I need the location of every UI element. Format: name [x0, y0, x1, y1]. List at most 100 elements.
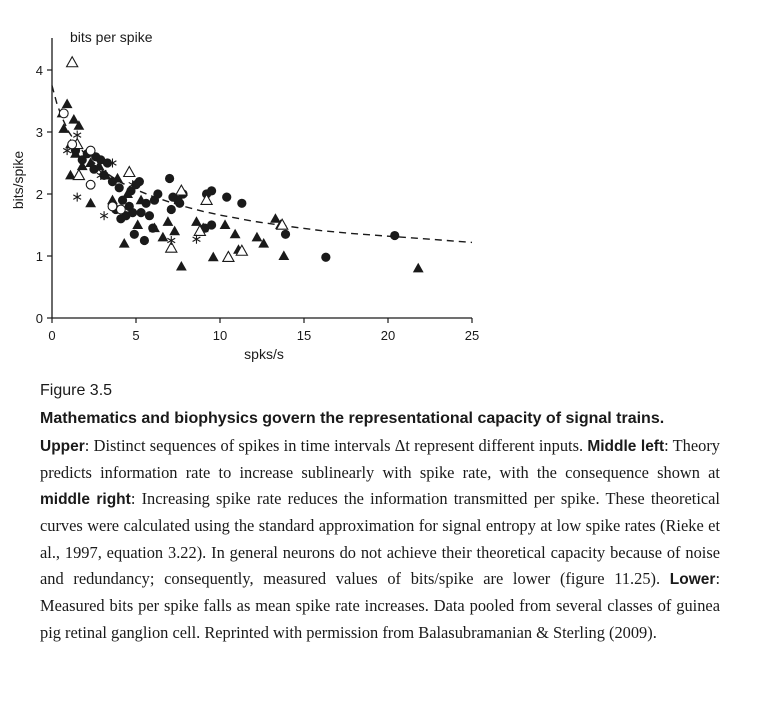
point-open-triangle	[65, 55, 79, 68]
y-axis-label: bits/spike	[10, 151, 26, 210]
point-filled-triangle	[122, 188, 133, 198]
upper-label: Upper	[40, 437, 85, 455]
point-asterisk	[128, 180, 137, 190]
point-filled-circle	[207, 186, 217, 196]
point-open-circle	[115, 204, 126, 215]
point-filled-triangle	[70, 148, 81, 158]
data-points	[56, 55, 424, 273]
point-asterisk	[192, 234, 201, 244]
point-filled-circle	[114, 183, 124, 193]
point-filled-circle	[102, 158, 113, 168]
point-open-triangle	[221, 250, 235, 262]
point-filled-circle	[222, 192, 232, 202]
middle-left-text: : Theory predicts information rate to in…	[40, 435, 720, 482]
point-filled-triangle	[76, 160, 88, 171]
point-filled-circle	[165, 173, 175, 184]
point-filled-triangle	[191, 216, 202, 226]
y-tick-label: 2	[36, 187, 43, 202]
x-tick-label: 0	[48, 328, 55, 343]
fit-curve	[51, 85, 473, 244]
x-tick-label: 15	[297, 328, 311, 343]
point-filled-circle	[128, 208, 138, 218]
point-filled-circle	[153, 189, 163, 199]
point-asterisk	[73, 192, 82, 202]
y-tick-label: 0	[36, 311, 43, 326]
point-filled-circle	[136, 208, 146, 218]
point-filled-triangle	[65, 169, 76, 180]
point-open-circle	[67, 139, 78, 150]
x-tick-label: 20	[381, 328, 395, 343]
point-open-circle	[85, 179, 96, 190]
point-open-triangle	[164, 241, 178, 253]
point-filled-circle	[321, 252, 331, 262]
x-tick-label: 25	[465, 328, 479, 343]
middle-left-label: Middle left	[587, 437, 665, 455]
point-filled-circle	[237, 198, 247, 208]
point-filled-triangle	[229, 228, 241, 239]
figure-title: Mathematics and biophysics govern the re…	[40, 410, 665, 428]
point-filled-triangle	[270, 213, 281, 223]
point-filled-circle	[175, 198, 185, 208]
point-filled-triangle	[93, 160, 105, 171]
middle-right-text: : Increasing spike rate reduces the info…	[40, 489, 720, 589]
x-tick-label: 5	[132, 328, 139, 343]
point-filled-triangle	[219, 219, 231, 229]
point-filled-triangle	[278, 250, 290, 260]
upper-text: : Distinct sequences of spikes in time i…	[84, 435, 584, 455]
point-open-circle	[58, 108, 69, 119]
point-filled-triangle	[251, 231, 263, 242]
middle-right-label: middle right	[40, 491, 131, 509]
point-asterisk	[108, 158, 117, 168]
chart-ticks: 0 5 10 15 20 25 0 1 2 3 4	[36, 63, 479, 343]
point-filled-triangle	[85, 197, 97, 208]
point-filled-circle	[134, 177, 144, 187]
point-filled-circle	[144, 211, 155, 221]
chart-axes	[51, 38, 472, 319]
x-axis-label: spks/s	[244, 346, 284, 362]
point-filled-circle	[116, 214, 126, 224]
point-filled-triangle	[135, 194, 147, 205]
point-filled-circle	[280, 229, 291, 239]
point-open-triangle	[122, 165, 136, 178]
point-filled-triangle	[157, 231, 169, 242]
point-open-triangle	[200, 193, 214, 205]
point-filled-triangle	[175, 260, 187, 271]
point-filled-triangle	[58, 123, 70, 133]
point-filled-circle	[390, 230, 400, 241]
point-filled-triangle	[207, 251, 219, 262]
y-tick-label: 4	[36, 63, 43, 78]
figure-caption: Figure 3.5 Mathematics and biophysics go…	[40, 378, 720, 646]
point-filled-circle	[129, 229, 139, 239]
point-filled-circle	[166, 204, 176, 215]
point-filled-triangle	[61, 98, 73, 109]
point-filled-triangle	[68, 114, 80, 124]
point-filled-triangle	[258, 238, 270, 248]
point-open-triangle	[193, 224, 207, 236]
x-tick-label: 10	[213, 328, 227, 343]
chart-title: bits per spike	[70, 29, 153, 45]
point-open-circle	[107, 201, 118, 212]
point-open-circle	[85, 145, 96, 156]
point-asterisk	[99, 211, 109, 221]
point-filled-triangle	[169, 225, 181, 236]
lower-label: Lower	[669, 571, 716, 589]
point-asterisk	[96, 170, 105, 180]
point-asterisk	[167, 236, 176, 245]
point-filled-triangle	[412, 262, 424, 273]
point-filled-triangle	[132, 219, 144, 229]
point-filled-triangle	[107, 194, 118, 205]
point-asterisk	[62, 146, 72, 156]
point-asterisk	[73, 130, 82, 140]
point-open-triangle	[235, 244, 249, 256]
y-tick-label: 1	[36, 249, 43, 264]
point-open-triangle	[72, 168, 86, 181]
point-filled-circle	[139, 235, 149, 246]
point-asterisk	[98, 167, 107, 177]
y-tick-label: 3	[36, 125, 43, 140]
point-open-triangle	[275, 218, 289, 230]
scatter-chart: 0 5 10 15 20 25 0 1 2 3 4 bits per spike spks/s bi…	[10, 29, 479, 362]
point-filled-triangle	[149, 222, 160, 233]
point-filled-triangle	[162, 216, 174, 226]
point-filled-triangle	[73, 120, 85, 130]
point-open-triangle	[174, 183, 188, 196]
